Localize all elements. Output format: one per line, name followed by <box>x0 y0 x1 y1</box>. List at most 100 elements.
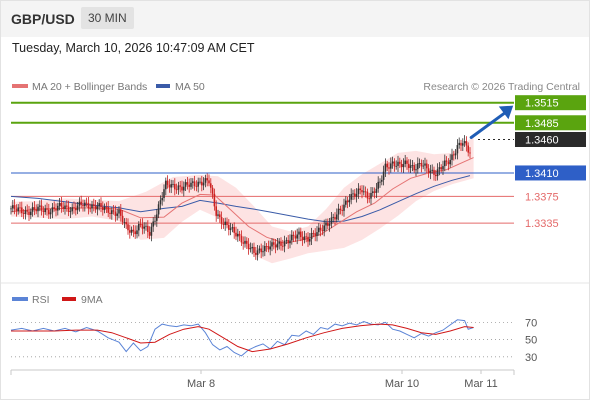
level-badge-1.3515 <box>515 95 586 111</box>
candle-body <box>386 163 388 168</box>
candle-body <box>406 160 408 164</box>
candle-body <box>454 153 457 156</box>
level-label-1.3515: 1.3515 <box>525 98 559 110</box>
candle-body <box>348 199 351 203</box>
candle-body <box>121 215 124 223</box>
ma20-legend-label: MA 20 + Bollinger Bands <box>32 81 147 93</box>
candle-body <box>87 202 90 209</box>
candle-body <box>330 217 333 224</box>
candle-body <box>211 187 214 194</box>
candle-body <box>114 211 117 216</box>
candle-body <box>192 181 194 183</box>
candle-body <box>417 163 419 170</box>
rsi-tick-50: 50 <box>525 335 537 347</box>
candle-body <box>336 214 338 220</box>
candle-body <box>334 216 336 220</box>
candle-body <box>373 191 376 193</box>
candle-body <box>42 210 45 213</box>
candle-body <box>287 240 289 244</box>
candle-body <box>161 198 163 201</box>
candle-body <box>235 232 237 237</box>
candle-body <box>343 204 345 211</box>
rsi-ma-line <box>11 323 474 353</box>
candle-body <box>267 246 270 250</box>
rsi-line <box>10 319 474 357</box>
candle-body <box>294 235 297 239</box>
candle-body <box>354 193 356 197</box>
candle-body <box>397 161 399 166</box>
candle-body <box>296 234 298 239</box>
candle-body <box>80 201 82 205</box>
candle-body <box>49 212 52 215</box>
candle-body <box>341 209 343 211</box>
candle-body <box>98 203 100 207</box>
candle-body <box>66 205 68 207</box>
candle-body <box>359 188 361 191</box>
candle-body <box>51 207 54 213</box>
candle-body <box>229 228 232 230</box>
x-tick-label: Mar 8 <box>187 378 215 390</box>
candle-body <box>238 233 241 236</box>
candle-body <box>84 202 86 207</box>
timeframe-badge[interactable]: 30 MIN <box>81 7 134 29</box>
candle-body <box>10 208 12 210</box>
candle-body <box>303 236 306 240</box>
candle-body <box>440 167 442 170</box>
candle-body <box>102 206 104 211</box>
candle-body <box>109 212 111 214</box>
candle-body <box>265 246 268 247</box>
candle-body <box>55 208 57 211</box>
candle-body <box>370 192 372 199</box>
candle-body <box>48 209 50 215</box>
candle-body <box>436 169 439 177</box>
candle-body <box>31 207 34 212</box>
forecast-arrow-shaft <box>469 110 508 139</box>
candle-body <box>163 189 165 199</box>
candle-body <box>73 207 75 209</box>
forecast-arrow-head <box>498 105 514 120</box>
candle-body <box>391 161 394 164</box>
level-label-1.3410: 1.3410 <box>525 168 559 180</box>
candle-body <box>165 180 167 190</box>
candle-body <box>316 232 318 236</box>
header-bar: GBP/USD 30 MIN <box>1 1 589 37</box>
candle-body <box>141 224 144 229</box>
candle-body <box>375 188 378 193</box>
candle-body <box>28 211 30 216</box>
candle-body <box>445 160 448 162</box>
candle-body <box>357 188 360 195</box>
candle-body <box>337 208 340 215</box>
candle-body <box>237 233 239 237</box>
candle-body <box>82 204 84 207</box>
ma20-legend-swatch <box>12 84 28 88</box>
candle-body <box>69 211 72 213</box>
candle-body <box>253 246 255 253</box>
candle-body <box>307 236 309 242</box>
candle-body <box>456 145 459 154</box>
candle-body <box>152 221 154 227</box>
candle-body <box>37 206 39 212</box>
candle-body <box>255 252 257 255</box>
candle-body <box>352 193 354 195</box>
candle-body <box>463 141 466 144</box>
candle-body <box>285 240 288 241</box>
candle-body <box>75 208 77 211</box>
candle-body <box>91 204 93 209</box>
level-label-1.3375: 1.3375 <box>525 191 559 203</box>
candle-body <box>319 227 322 231</box>
candle-body <box>103 206 106 211</box>
candle-body <box>123 222 126 223</box>
candle-body <box>363 191 365 193</box>
candle-body <box>204 178 207 183</box>
candle-body <box>251 246 253 249</box>
level-label-1.3460: 1.3460 <box>525 135 559 147</box>
candle-body <box>429 170 432 174</box>
rsi-tick-70: 70 <box>525 317 537 329</box>
candle-body <box>172 183 174 185</box>
rsi-legend-label: RSI <box>32 294 50 306</box>
candle-body <box>368 198 370 200</box>
candle-body <box>422 165 424 167</box>
candle-body <box>460 142 462 146</box>
candle-body <box>125 222 127 225</box>
candle-body <box>314 233 316 236</box>
